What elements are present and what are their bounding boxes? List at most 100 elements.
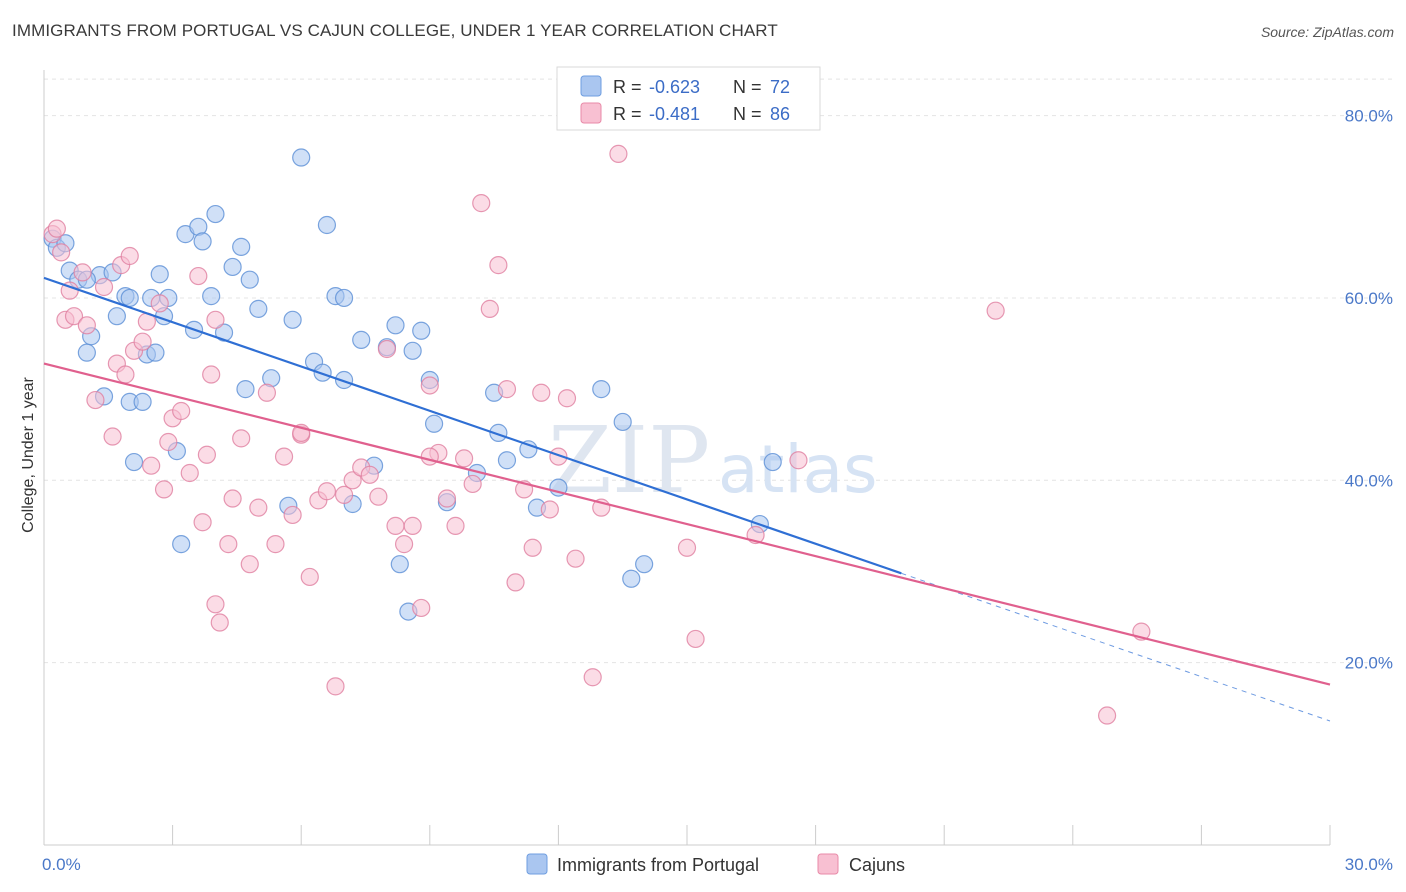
y-axis-label: College, Under 1 year — [20, 377, 37, 533]
point-cajuns-77 — [686, 629, 705, 649]
legend-box: R = -0.623 N = 72 R = -0.481 N = 86 — [556, 66, 821, 131]
bottom-legend: Immigrants from Portugal Cajuns — [526, 853, 905, 875]
point-cajuns-83 — [420, 447, 439, 466]
point-portugal-68 — [763, 452, 782, 472]
point-portugal-65 — [622, 569, 641, 588]
point-cajuns-45 — [334, 485, 354, 504]
x-tick-label-min: 0.0% — [42, 855, 81, 874]
point-cajuns-37 — [266, 535, 285, 554]
point-cajuns-48 — [360, 465, 379, 484]
point-cajuns-59 — [454, 449, 474, 468]
point-cajuns-81 — [1097, 706, 1117, 725]
point-portugal-58 — [489, 423, 508, 442]
point-cajuns-19 — [150, 294, 169, 313]
point-portugal-51 — [403, 341, 422, 360]
point-cajuns-43 — [317, 482, 337, 501]
legend-swatch-portugal — [580, 75, 602, 97]
point-portugal-29 — [214, 323, 234, 342]
point-portugal-60 — [519, 440, 538, 459]
point-portugal-63 — [592, 380, 611, 399]
point-cajuns-57 — [437, 489, 457, 508]
point-cajuns-72 — [566, 549, 585, 568]
point-cajuns-8 — [86, 390, 105, 410]
chart-title: IMMIGRANTS FROM PORTUGAL VS CAJUN COLLEG… — [12, 21, 778, 40]
legend-n-value-portugal: 72 — [770, 77, 790, 97]
point-cajuns-7 — [77, 316, 96, 335]
point-cajuns-2 — [52, 243, 71, 262]
point-portugal-59 — [497, 451, 517, 470]
point-cajuns-10 — [103, 427, 122, 446]
point-portugal-27 — [202, 287, 221, 306]
point-portugal-26 — [193, 232, 212, 251]
point-portugal-43 — [334, 370, 354, 390]
point-portugal-10 — [107, 307, 126, 326]
point-portugal-64 — [613, 412, 632, 432]
data-points — [43, 144, 1151, 725]
point-cajuns-14 — [120, 246, 139, 266]
point-cajuns-53 — [403, 516, 422, 535]
point-cajuns-32 — [223, 489, 242, 508]
point-portugal-13 — [124, 452, 144, 472]
point-cajuns-50 — [377, 339, 397, 359]
point-portugal-40 — [313, 363, 332, 382]
point-cajuns-80 — [986, 301, 1005, 320]
point-cajuns-29 — [206, 310, 225, 329]
legend-r-value-portugal: -0.623 — [649, 77, 700, 97]
legend-swatch-cajuns — [580, 102, 602, 124]
point-portugal-54 — [424, 414, 444, 433]
point-cajuns-30 — [210, 613, 229, 632]
point-cajuns-55 — [420, 376, 439, 395]
point-portugal-34 — [249, 299, 268, 318]
point-cajuns-21 — [159, 432, 178, 452]
grid-lines — [44, 78, 1392, 664]
point-cajuns-23 — [172, 401, 191, 421]
x-tick-label-max: 30.0% — [1345, 855, 1393, 874]
bottom-legend-swatch-cajuns — [817, 853, 839, 875]
point-cajuns-1 — [47, 219, 66, 238]
point-portugal-49 — [390, 555, 409, 574]
legend-n-label-portugal: N = — [733, 77, 762, 97]
point-cajuns-71 — [557, 389, 577, 408]
point-cajuns-41 — [300, 567, 319, 587]
bottom-legend-label-portugal: Immigrants from Portugal — [557, 855, 759, 875]
point-portugal-37 — [283, 310, 302, 329]
point-portugal-48 — [386, 316, 405, 335]
legend-n-value-cajuns: 86 — [770, 104, 790, 124]
point-cajuns-63 — [489, 256, 508, 275]
watermark-atlas: atlas — [718, 431, 878, 508]
y-tick-label-3: 80.0% — [1345, 107, 1393, 126]
y-tick-label-1: 40.0% — [1345, 471, 1393, 490]
point-cajuns-31 — [219, 535, 238, 554]
y-tick-label-0: 20.0% — [1345, 654, 1393, 673]
point-cajuns-75 — [609, 144, 628, 163]
point-cajuns-79 — [789, 451, 808, 470]
y-tick-labels: 20.0% 40.0% 60.0% 80.0% — [1345, 107, 1393, 673]
point-cajuns-69 — [540, 500, 559, 519]
point-portugal-70 — [120, 288, 139, 308]
point-portugal-38 — [292, 148, 311, 167]
legend-r-label-portugal: R = — [613, 77, 642, 97]
point-portugal-41 — [317, 215, 337, 235]
point-portugal-31 — [232, 237, 251, 256]
point-cajuns-67 — [523, 538, 542, 557]
point-portugal-28 — [206, 204, 225, 224]
point-cajuns-5 — [64, 307, 84, 326]
point-cajuns-24 — [180, 463, 199, 483]
point-portugal-33 — [240, 270, 259, 289]
point-cajuns-51 — [386, 516, 405, 535]
point-cajuns-33 — [232, 429, 251, 448]
point-cajuns-36 — [257, 383, 277, 402]
point-portugal-32 — [236, 380, 255, 399]
point-cajuns-60 — [463, 474, 482, 494]
point-cajuns-26 — [193, 513, 212, 532]
point-cajuns-34 — [240, 555, 259, 574]
bottom-legend-label-cajuns: Cajuns — [849, 855, 905, 875]
point-portugal-5 — [77, 343, 96, 362]
point-cajuns-18 — [142, 456, 161, 475]
point-cajuns-54 — [412, 598, 431, 618]
source-label: Source: ZipAtlas.com — [1260, 24, 1394, 40]
point-portugal-30 — [223, 257, 242, 277]
point-portugal-18 — [150, 265, 169, 284]
point-cajuns-25 — [189, 266, 208, 286]
